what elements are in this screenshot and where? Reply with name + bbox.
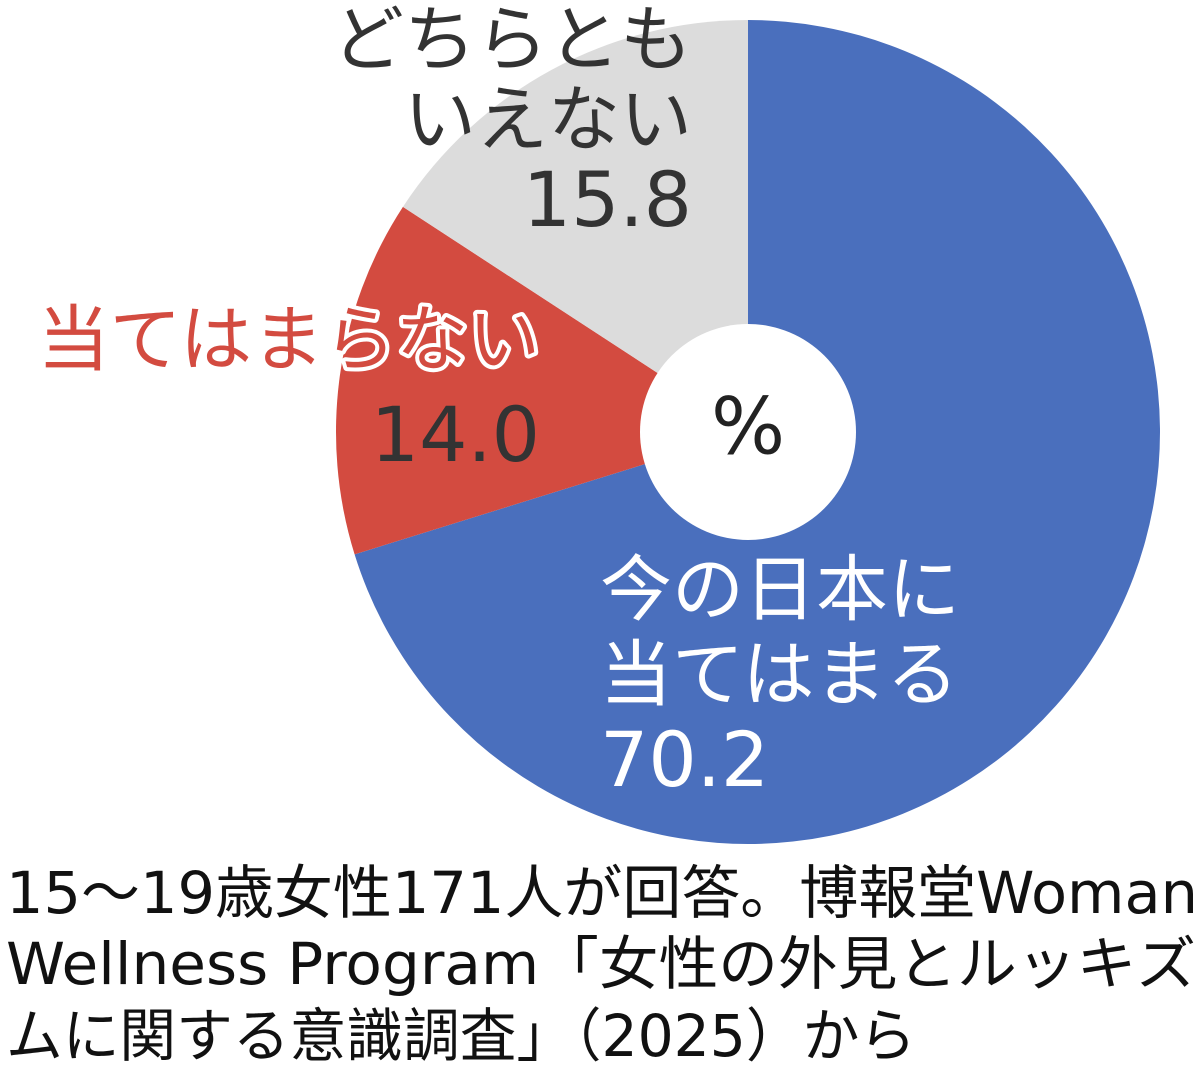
source-note: Wellness Program「女性の外見とルッキズ — [6, 930, 1196, 998]
value-label: 70.2 — [600, 715, 769, 804]
pie-slice — [336, 206, 748, 555]
slice-label: 当てはまる — [600, 633, 959, 717]
center-label: % — [711, 382, 785, 472]
slice-label: どちらとも — [332, 0, 692, 82]
value-label: 14.0 — [371, 390, 540, 479]
source-note: 15〜19歳女性171人が回答。博報堂Woman — [6, 859, 1198, 927]
value-label: 15.8 — [523, 155, 692, 244]
slice-label: 当てはまらない — [37, 298, 540, 382]
slice-label: いえない — [404, 78, 692, 162]
slice-label: 今の日本に — [600, 548, 960, 632]
pie-slice — [402, 20, 748, 432]
donut-hole — [640, 324, 856, 540]
source-note: ムに関する意識調査」（2025）から — [6, 1002, 916, 1070]
